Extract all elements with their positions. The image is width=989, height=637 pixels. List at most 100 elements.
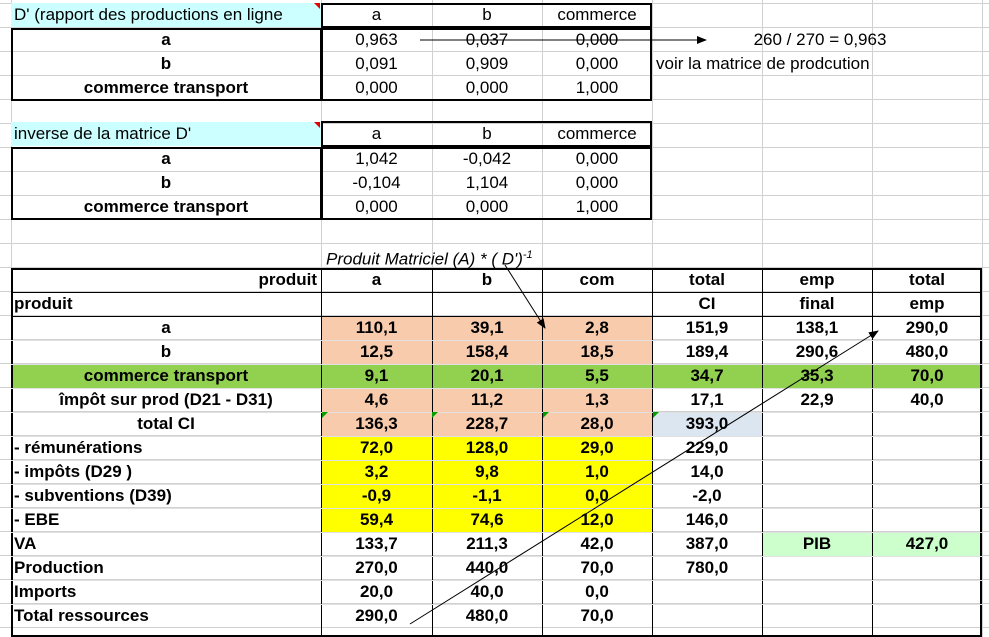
- table3-row-label[interactable]: b: [160, 342, 172, 361]
- table3-cell-a[interactable]: 270,0: [355, 558, 398, 577]
- table3-cell-total-emp[interactable]: 40,0: [910, 390, 944, 409]
- table3-header-produit-left[interactable]: produit: [14, 294, 73, 313]
- table3-row-label[interactable]: Production: [14, 558, 104, 577]
- table3-cell-b[interactable]: 480,0: [465, 606, 509, 625]
- table3-row-label[interactable]: - subventions (D39): [14, 486, 172, 505]
- table3-row-label[interactable]: - rémunérations: [14, 438, 143, 457]
- table3-header-emp2[interactable]: emp: [909, 294, 945, 313]
- table3-cell-b[interactable]: -1,1: [472, 486, 502, 505]
- table3-cell-a[interactable]: 3,2: [364, 462, 389, 481]
- table2-header-commerce[interactable]: commerce: [557, 124, 637, 143]
- table3-row-label[interactable]: commerce transport: [83, 366, 249, 385]
- table3-cell-com[interactable]: 28,0: [580, 414, 614, 433]
- table2-header-a[interactable]: a: [371, 124, 382, 143]
- table3-cell-b[interactable]: 11,2: [470, 390, 504, 409]
- table2-cell-a[interactable]: -0,104: [352, 173, 401, 192]
- table3-cell-b[interactable]: 228,7: [465, 414, 509, 433]
- table3-cell-total-ci[interactable]: 34,7: [690, 366, 724, 385]
- table1-row-label[interactable]: b: [160, 54, 172, 73]
- table3-cell-com[interactable]: 12,0: [580, 510, 614, 529]
- table3-row-label[interactable]: Imports: [14, 582, 77, 601]
- table3-cell-b[interactable]: 158,4: [465, 342, 509, 361]
- table1-cell-a[interactable]: 0,000: [355, 78, 398, 97]
- table3-cell-com[interactable]: 2,8: [585, 318, 609, 337]
- table3-cell-emp[interactable]: 35,3: [800, 366, 834, 385]
- table3-cell-b[interactable]: 20,1: [470, 366, 504, 385]
- table3-cell-a[interactable]: 59,4: [359, 510, 394, 529]
- table3-cell-b[interactable]: 39,1: [470, 318, 504, 337]
- table3-cell-total-ci[interactable]: -2,0: [692, 486, 722, 505]
- table3-cell-com[interactable]: 1,3: [585, 390, 609, 409]
- table1-cell-a[interactable]: 0,963: [355, 30, 398, 49]
- table2-header-b[interactable]: b: [482, 124, 492, 143]
- table3-cell-b[interactable]: 9,8: [475, 462, 499, 481]
- table1-cell-b[interactable]: 0,000: [465, 78, 509, 97]
- table3-header-b[interactable]: b: [481, 270, 493, 289]
- table3-cell-total-ci[interactable]: 229,0: [685, 438, 729, 457]
- table3-cell-com[interactable]: 18,5: [580, 342, 614, 361]
- table3-row-label[interactable]: - impôts (D29 ): [14, 462, 133, 481]
- table3-cell-total-emp[interactable]: 290,0: [905, 318, 949, 337]
- table3-cell-com[interactable]: 1,0: [585, 462, 609, 481]
- table3-cell-com[interactable]: 29,0: [580, 438, 614, 457]
- table3-cell-emp[interactable]: 22,9: [800, 390, 834, 409]
- table2-cell-b[interactable]: 0,000: [465, 197, 509, 216]
- table1-header-commerce[interactable]: commerce: [557, 5, 637, 24]
- table1-cell-commerce[interactable]: 1,000: [575, 78, 619, 97]
- table3-cell-a[interactable]: -0,9: [361, 486, 392, 505]
- table2-cell-a[interactable]: 0,000: [355, 197, 398, 216]
- table1-title[interactable]: D' (rapport des productions en ligne: [14, 5, 283, 24]
- table3-cell-total-emp[interactable]: 480,0: [905, 342, 949, 361]
- table3-cell-a[interactable]: 9,1: [364, 366, 389, 385]
- table2-cell-commerce[interactable]: 1,000: [575, 197, 619, 216]
- table3-header-total-emp[interactable]: total: [909, 270, 945, 289]
- table3-cell-a[interactable]: 290,0: [355, 606, 398, 625]
- table3-cell-total-ci[interactable]: 393,0: [685, 414, 729, 433]
- table3-cell-a[interactable]: 136,3: [355, 414, 398, 433]
- table3-cell-total-ci[interactable]: 17,1: [690, 390, 724, 409]
- table2-row-label[interactable]: commerce transport: [83, 197, 249, 216]
- table3-cell-com[interactable]: 0,0: [585, 582, 609, 601]
- table3-header-ci[interactable]: CI: [698, 294, 716, 313]
- table3-cell-total-ci[interactable]: 189,4: [685, 342, 729, 361]
- table2-cell-a[interactable]: 1,042: [355, 149, 398, 168]
- table2-cell-b[interactable]: 1,104: [465, 173, 509, 192]
- table2-cell-b[interactable]: -0,042: [462, 149, 512, 168]
- table3-cell-com[interactable]: 42,0: [580, 534, 614, 553]
- table2-cell-commerce[interactable]: 0,000: [575, 149, 619, 168]
- table3-cell-a[interactable]: 20,0: [359, 582, 394, 601]
- table3-header-total-ci[interactable]: total: [689, 270, 725, 289]
- table3-cell-total-emp[interactable]: 427,0: [905, 534, 949, 553]
- table2-cell-commerce[interactable]: 0,000: [575, 173, 619, 192]
- table3-cell-b[interactable]: 128,0: [465, 438, 509, 457]
- table3-header-final[interactable]: final: [799, 294, 835, 313]
- table1-cell-commerce[interactable]: 0,000: [575, 54, 619, 73]
- table3-header-emp[interactable]: emp: [799, 270, 835, 289]
- table3-cell-total-ci[interactable]: 14,0: [690, 462, 724, 481]
- table1-row-label[interactable]: a: [161, 30, 171, 49]
- table3-cell-b[interactable]: 211,3: [466, 534, 508, 553]
- table3-row-label[interactable]: împôt sur prod (D21 - D31): [59, 390, 273, 409]
- table3-header-a[interactable]: a: [371, 270, 382, 289]
- table2-row-label[interactable]: b: [160, 173, 172, 192]
- table3-cell-a[interactable]: 133,7: [355, 534, 398, 553]
- table3-cell-com[interactable]: 70,0: [580, 606, 614, 625]
- table3-cell-a[interactable]: 72,0: [359, 438, 394, 457]
- table3-cell-a[interactable]: 4,6: [364, 390, 389, 409]
- table3-row-label[interactable]: - EBE: [14, 510, 60, 529]
- table2-title[interactable]: inverse de la matrice D': [14, 124, 192, 143]
- table3-cell-a[interactable]: 110,1: [355, 318, 398, 337]
- table3-cell-emp[interactable]: PIB: [802, 534, 832, 553]
- table3-cell-total-ci[interactable]: 151,9: [685, 318, 729, 337]
- table3-cell-emp[interactable]: 290,6: [795, 342, 839, 361]
- table3-row-label[interactable]: VA: [14, 534, 37, 553]
- table3-cell-com[interactable]: 5,5: [585, 366, 609, 385]
- table3-row-label[interactable]: total CI: [137, 414, 195, 433]
- table1-cell-b[interactable]: 0,909: [465, 54, 509, 73]
- table3-cell-b[interactable]: 40,0: [470, 582, 504, 601]
- table2-row-label[interactable]: a: [161, 149, 171, 168]
- table1-header-b[interactable]: b: [482, 5, 492, 24]
- table3-cell-com[interactable]: 70,0: [580, 558, 614, 577]
- table3-cell-total-ci[interactable]: 387,0: [685, 534, 729, 553]
- table3-cell-total-ci[interactable]: 146,0: [685, 510, 729, 529]
